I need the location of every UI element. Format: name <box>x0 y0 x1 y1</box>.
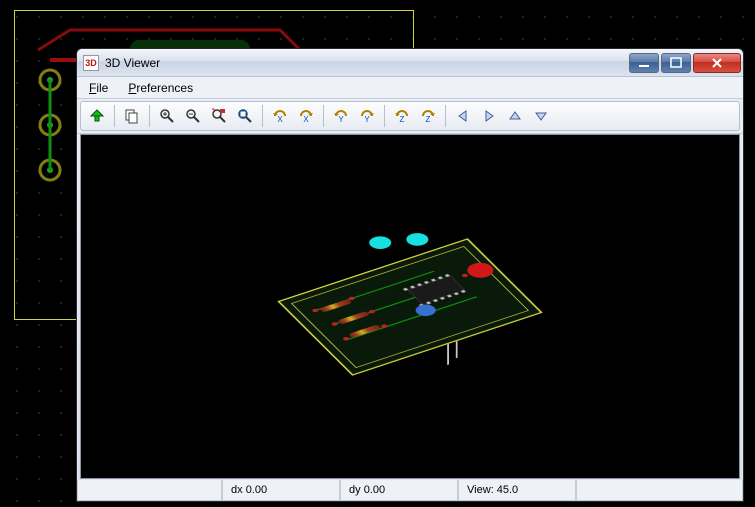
zoom-in-icon[interactable] <box>155 104 179 128</box>
viewport-3d[interactable] <box>80 134 740 479</box>
rotate-x-pos-icon[interactable]: X <box>294 104 318 128</box>
pan-up-icon[interactable] <box>503 104 527 128</box>
status-rest <box>576 479 743 501</box>
minimize-button[interactable] <box>629 53 659 73</box>
zoom-out-icon[interactable] <box>181 104 205 128</box>
rotate-z-neg-icon[interactable]: Z <box>390 104 414 128</box>
rotate-y-pos-icon[interactable]: Y <box>355 104 379 128</box>
svg-text:X: X <box>303 115 309 124</box>
rotate-y-neg-icon[interactable]: Y <box>329 104 353 128</box>
statusbar: dx 0.00 dy 0.00 View: 45.0 <box>77 479 743 501</box>
svg-text:Y: Y <box>364 115 370 124</box>
maximize-button[interactable] <box>661 53 691 73</box>
pan-left-icon[interactable] <box>451 104 475 128</box>
pan-down-icon[interactable] <box>529 104 553 128</box>
svg-text:Z: Z <box>426 115 431 124</box>
copy-icon[interactable] <box>120 104 144 128</box>
status-view: View: 45.0 <box>458 479 576 501</box>
pan-right-icon[interactable] <box>477 104 501 128</box>
app-icon: 3D <box>83 55 99 71</box>
menu-preferences[interactable]: Preferences <box>120 79 201 97</box>
toolbar: X X Y Y Z Z <box>80 101 740 131</box>
status-empty <box>77 479 222 501</box>
svg-text:Y: Y <box>338 115 344 124</box>
resistor-component <box>337 310 370 324</box>
menubar: File Preferences <box>77 77 743 99</box>
menu-file[interactable]: File <box>81 79 116 97</box>
svg-text:Z: Z <box>400 115 405 124</box>
zoom-fit-icon[interactable] <box>233 104 257 128</box>
pcb-board <box>277 238 543 376</box>
titlebar[interactable]: 3D 3D Viewer <box>77 49 743 77</box>
resistor-component <box>319 298 352 312</box>
reload-icon[interactable] <box>85 104 109 128</box>
status-dy: dy 0.00 <box>340 479 458 501</box>
window-title: 3D Viewer <box>105 56 160 70</box>
resistor-component <box>348 324 381 338</box>
zoom-redraw-icon[interactable] <box>207 104 231 128</box>
rotate-x-neg-icon[interactable]: X <box>268 104 292 128</box>
svg-text:X: X <box>277 115 283 124</box>
viewer-window: 3D 3D Viewer File Preferences <box>76 48 744 502</box>
rotate-z-pos-icon[interactable]: Z <box>416 104 440 128</box>
close-button[interactable] <box>693 53 741 73</box>
status-dx: dx 0.00 <box>222 479 340 501</box>
pcb-3d-scene <box>277 238 543 376</box>
